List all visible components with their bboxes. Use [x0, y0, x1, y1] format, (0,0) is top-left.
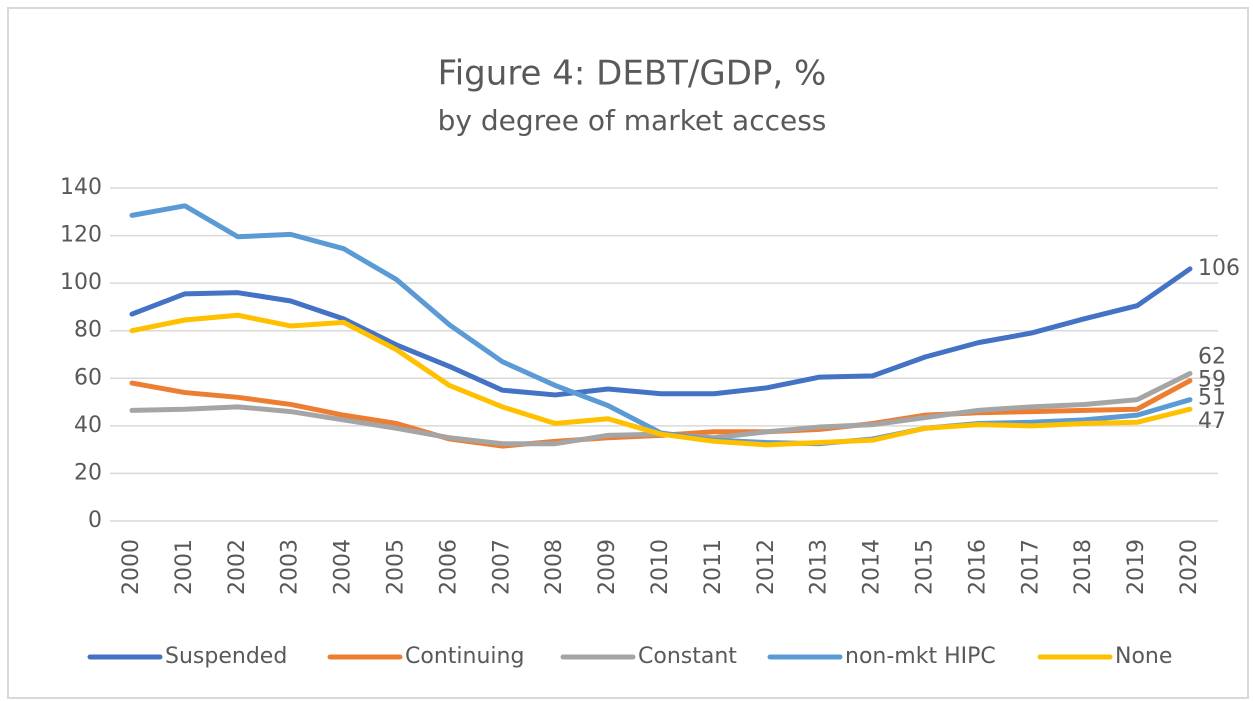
x-tick-label: 2007	[489, 539, 514, 595]
x-tick-label: 2008	[542, 539, 567, 595]
legend-label: Constant	[638, 644, 737, 669]
x-tick-label: 2000	[119, 539, 144, 595]
x-tick-label: 2010	[648, 539, 673, 595]
x-tick-label: 2019	[1124, 539, 1149, 595]
chart-frame	[7, 7, 1249, 699]
data-label: 51	[1198, 386, 1226, 411]
data-line	[129, 266, 1193, 398]
x-tick-label: 2006	[436, 539, 461, 595]
x-tick-label: 2013	[807, 539, 832, 595]
legend-label: Continuing	[405, 644, 524, 669]
y-tick-label: 100	[60, 270, 102, 295]
y-tick-label: 60	[74, 365, 102, 390]
x-tick-label: 2012	[754, 539, 779, 595]
x-tick-label: 2011	[701, 539, 726, 595]
x-tick-label: 2020	[1177, 539, 1202, 595]
chart-title: Figure 4: DEBT/GDP, %	[438, 54, 827, 94]
x-tick-label: 2005	[384, 539, 409, 595]
x-tick-label: 2004	[331, 539, 356, 595]
data-label: 59	[1198, 368, 1226, 393]
x-tick-label: 2003	[278, 539, 303, 595]
y-tick-label: 0	[88, 508, 102, 533]
x-tick-label: 2016	[965, 539, 990, 595]
legend-label: Suspended	[165, 644, 287, 669]
y-tick-label: 80	[74, 318, 102, 343]
data-line	[129, 312, 1193, 448]
x-tick-label: 2002	[225, 539, 250, 595]
legend-label: non-mkt HIPC	[845, 644, 996, 669]
x-tick-label: 2009	[595, 539, 620, 595]
x-tick-label: 2018	[1071, 539, 1096, 595]
data-label: 47	[1198, 409, 1226, 434]
y-tick-label: 140	[60, 175, 102, 200]
y-tick-label: 20	[74, 460, 102, 485]
x-tick-label: 2017	[1018, 539, 1043, 595]
x-tick-label: 2015	[913, 539, 938, 595]
x-tick-label: 2014	[860, 539, 885, 595]
legend-label: None	[1115, 644, 1172, 669]
chart-subtitle: by degree of market access	[438, 104, 827, 137]
data-label: 62	[1198, 345, 1226, 370]
x-tick-label: 2001	[172, 539, 197, 595]
y-tick-label: 40	[74, 413, 102, 438]
y-tick-label: 120	[60, 223, 102, 248]
data-label: 106	[1198, 256, 1240, 281]
